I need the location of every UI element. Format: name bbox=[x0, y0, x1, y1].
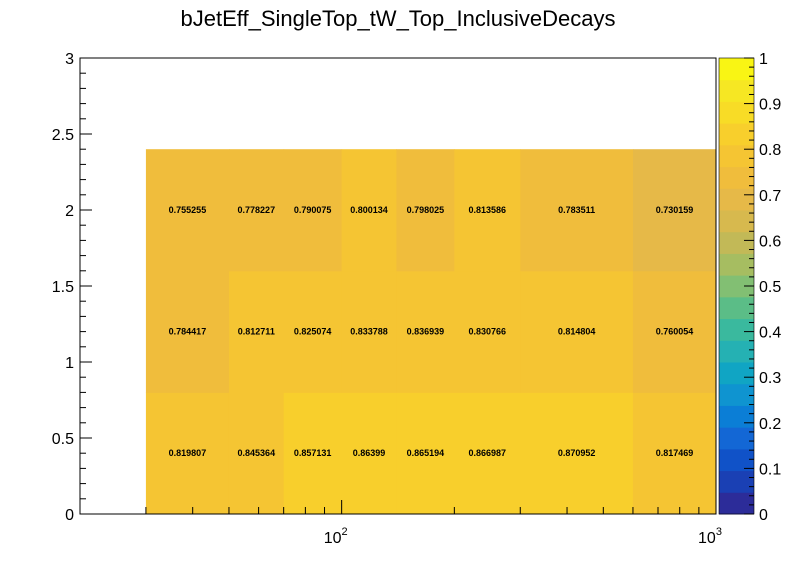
heatmap-cell bbox=[520, 392, 634, 515]
cell-value-label: 0.784417 bbox=[169, 327, 207, 337]
chart-title: bJetEff_SingleTop_tW_Top_InclusiveDecays bbox=[180, 6, 616, 31]
heatmap-cell bbox=[520, 270, 634, 393]
colorbar-segment bbox=[719, 405, 754, 428]
cell-value-label: 0.870952 bbox=[558, 448, 596, 458]
colorbar-segment bbox=[719, 123, 754, 146]
cell-value-label: 0.812711 bbox=[238, 327, 275, 337]
cell-value-label: 0.845364 bbox=[238, 448, 276, 458]
heatmap-cell bbox=[145, 392, 230, 515]
cell-value-label: 0.836939 bbox=[407, 327, 445, 337]
colorbar-segment bbox=[719, 296, 754, 320]
colorbar-tick-label: 0.4 bbox=[759, 325, 781, 342]
cell-value-label: 0.730159 bbox=[656, 205, 694, 215]
colorbar-segment bbox=[719, 470, 754, 493]
heatmap-cell bbox=[396, 392, 455, 515]
x-tick-label: 103 bbox=[698, 526, 722, 547]
colorbar-segment bbox=[719, 448, 754, 472]
colorbar-segment bbox=[719, 492, 754, 515]
cell-value-label: 0.833788 bbox=[350, 327, 388, 337]
cell-value-label: 0.813586 bbox=[469, 205, 507, 215]
y-tick-label: 3 bbox=[65, 51, 74, 68]
cell-value-label: 0.825074 bbox=[294, 327, 332, 337]
heatmap-cell bbox=[341, 392, 397, 515]
heatmap-cell bbox=[228, 392, 285, 515]
heatmap-cell bbox=[145, 149, 230, 272]
heatmap-cell bbox=[145, 270, 230, 393]
cell-value-label: 0.857131 bbox=[294, 448, 332, 458]
colorbar-tick-label: 0.7 bbox=[759, 188, 781, 205]
heatmap-cell bbox=[520, 149, 634, 272]
x-tick-base: 10 bbox=[698, 530, 716, 547]
heatmap-cell bbox=[632, 149, 717, 272]
colorbar-segment bbox=[719, 79, 754, 102]
x-tick-base: 10 bbox=[324, 530, 342, 547]
heatmap-cell bbox=[228, 270, 285, 393]
colorbar-segment bbox=[719, 188, 754, 211]
colorbar-tick-label: 0.1 bbox=[759, 461, 781, 478]
colorbar-segment bbox=[719, 275, 754, 298]
y-tick-label: 2 bbox=[65, 203, 74, 220]
cell-value-label: 0.783511 bbox=[558, 205, 595, 215]
colorbar-tick-label: 0.9 bbox=[759, 97, 781, 114]
cell-value-label: 0.86399 bbox=[353, 448, 386, 458]
colorbar-segment bbox=[719, 58, 754, 81]
heatmap-cell bbox=[396, 270, 455, 393]
cell-value-label: 0.817469 bbox=[656, 448, 694, 458]
heatmap-cell bbox=[396, 149, 455, 272]
cell-value-label: 0.830766 bbox=[469, 327, 507, 337]
colorbar-segment bbox=[719, 427, 754, 450]
x-tick-exponent: 2 bbox=[341, 526, 347, 538]
colorbar-segment bbox=[719, 101, 754, 124]
heatmap-cell bbox=[454, 270, 521, 393]
y-tick-label: 1 bbox=[65, 355, 74, 372]
cell-value-label: 0.819807 bbox=[169, 448, 207, 458]
y-tick-label: 0 bbox=[65, 507, 74, 524]
colorbar-tick-label: 1 bbox=[759, 51, 768, 68]
y-tick-label: 0.5 bbox=[52, 431, 74, 448]
cell-value-label: 0.865194 bbox=[407, 448, 445, 458]
heatmap-cell bbox=[341, 270, 397, 393]
heatmap-cell bbox=[454, 149, 521, 272]
colorbar-segment bbox=[719, 383, 754, 406]
x-tick-label: 102 bbox=[324, 526, 348, 547]
cell-value-label: 0.798025 bbox=[407, 205, 445, 215]
heatmap-cell bbox=[283, 392, 343, 515]
cell-value-label: 0.778227 bbox=[238, 205, 276, 215]
heatmap-cell bbox=[341, 149, 397, 272]
colorbar-segment bbox=[719, 318, 754, 341]
colorbar-segment bbox=[719, 253, 754, 276]
cell-labels: 0.819807 0.845364 0.857131 0.86399 0.865194 0… bbox=[169, 205, 694, 458]
y-tick-label: 1.5 bbox=[52, 279, 74, 296]
colorbar-tick-label: 0.2 bbox=[759, 416, 781, 433]
cell-value-label: 0.814804 bbox=[558, 327, 596, 337]
heatmap-cell bbox=[283, 149, 343, 272]
colorbar: 0 0.1 0.2 0.3 0.4 0.5 0.6 0.7 0.8 0.9 1 bbox=[718, 51, 781, 524]
colorbar-tick-label: 0.6 bbox=[759, 233, 781, 250]
heatmap-cell bbox=[228, 149, 285, 272]
x-tick-exponent: 3 bbox=[716, 526, 722, 538]
colorbar-segment bbox=[719, 340, 754, 363]
colorbar-tick-label: 0 bbox=[759, 507, 768, 524]
colorbar-segment bbox=[719, 166, 754, 189]
colorbar-segment bbox=[719, 231, 754, 254]
cell-value-label: 0.790075 bbox=[294, 205, 332, 215]
heatmap-cell bbox=[632, 392, 717, 515]
colorbar-segment bbox=[719, 144, 754, 168]
heatmap-cells bbox=[145, 149, 717, 515]
cell-value-label: 0.755255 bbox=[169, 205, 207, 215]
colorbar-segment bbox=[719, 362, 754, 385]
cell-value-label: 0.760054 bbox=[656, 327, 694, 337]
cell-value-label: 0.866987 bbox=[469, 448, 507, 458]
colorbar-tick-label: 0.5 bbox=[759, 279, 781, 296]
colorbar-tick-label: 0.8 bbox=[759, 142, 781, 159]
heatmap-cell bbox=[454, 392, 521, 515]
cell-value-label: 0.800134 bbox=[350, 205, 388, 215]
y-tick-label: 2.5 bbox=[52, 127, 74, 144]
colorbar-tick-label: 0.3 bbox=[759, 370, 781, 387]
colorbar-segment bbox=[719, 210, 754, 233]
heatmap-cell bbox=[632, 270, 717, 393]
heatmap-cell bbox=[283, 270, 343, 393]
